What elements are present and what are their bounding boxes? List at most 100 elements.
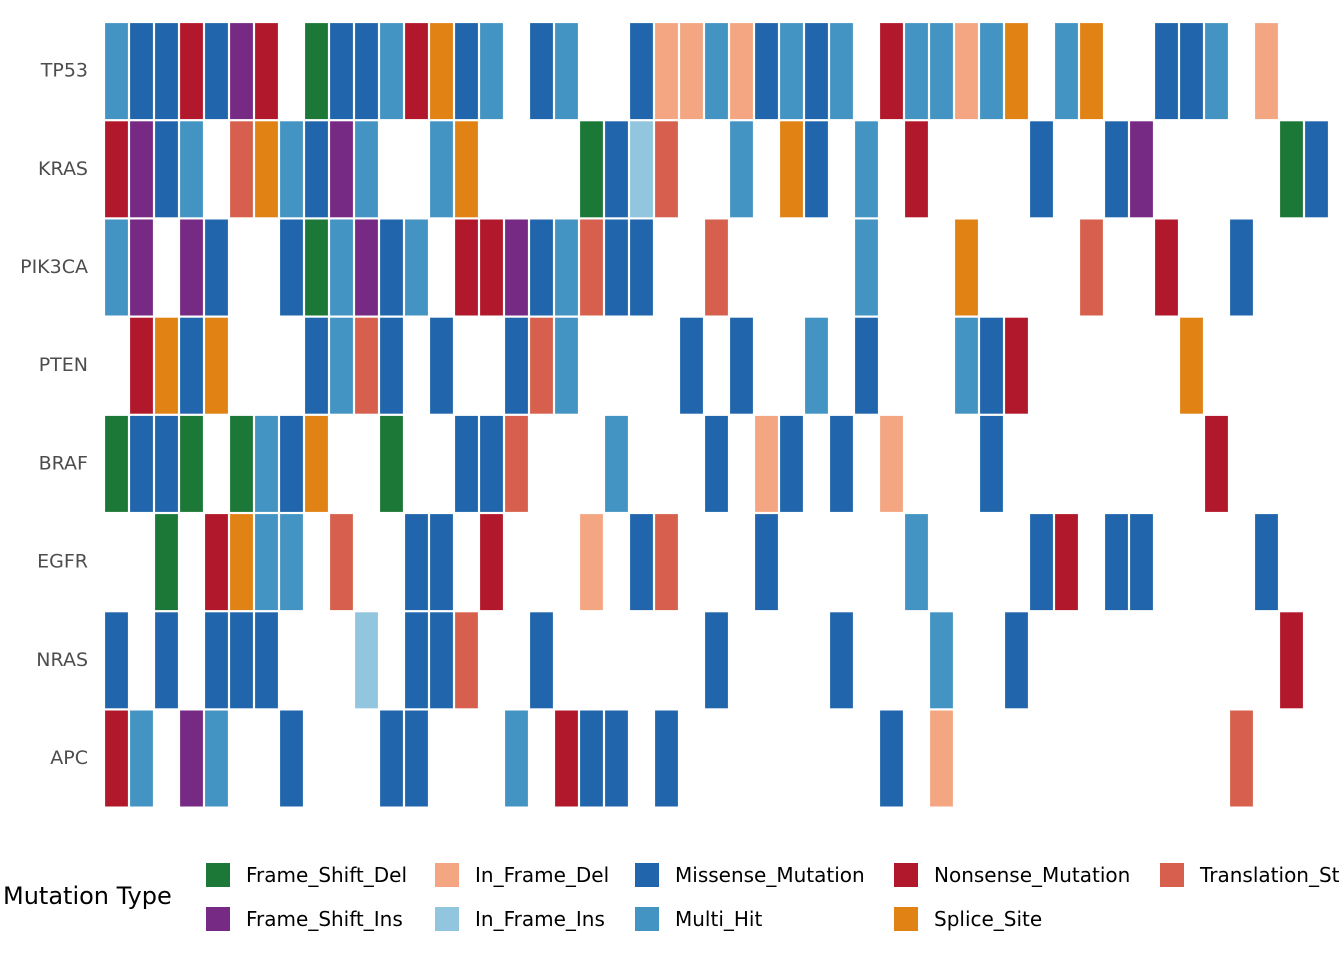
gene-label-tp53: TP53 [40,60,88,82]
mutation-cell-pik3ca-9 [305,219,328,316]
mutation-cell-apc-32 [880,710,903,807]
mutation-cell-nras-11 [355,612,378,709]
mutation-cell-braf-16 [480,415,503,512]
mutation-cell-kras-3 [155,121,178,218]
mutation-cell-braf-8 [280,415,303,512]
mutation-cell-egfr-16 [480,514,503,611]
mutation-cell-pik3ca-4 [180,219,203,316]
legend-item-in-frame-ins: In_Frame_Ins [435,907,605,931]
mutation-cell-pten-31 [855,317,878,414]
mutation-cell-apc-5 [205,710,228,807]
oncoplot-cells [105,23,1328,807]
mutation-cell-apc-46 [1230,710,1253,807]
gene-label-pik3ca: PIK3CA [20,256,88,278]
mutation-cell-tp53-44 [1180,23,1203,120]
mutation-cell-kras-48 [1280,121,1303,218]
mutation-cell-tp53-13 [405,23,428,120]
mutation-cell-egfr-23 [655,514,678,611]
mutation-cell-tp53-30 [830,23,853,120]
mutation-cell-pik3ca-31 [855,219,878,316]
mutation-cell-pik3ca-15 [455,219,478,316]
mutation-cell-pik3ca-19 [555,219,578,316]
mutation-cell-braf-6 [230,415,253,512]
legend-label: Translation_St [1200,863,1340,887]
mutation-cell-pten-9 [305,317,328,414]
legend-swatch [435,907,459,931]
mutation-cell-braf-2 [130,415,153,512]
legend-item-translation-start-site: Translation_St [1160,863,1340,887]
mutation-cell-kras-42 [1130,121,1153,218]
gene-label-braf: BRAF [39,452,88,474]
legend-swatch [635,907,659,931]
mutation-cell-nras-34 [930,612,953,709]
mutation-cell-tp53-33 [905,23,928,120]
mutation-cell-nras-48 [1280,612,1303,709]
legend: Mutation Type Frame_Shift_Del Frame_Shift… [0,850,1344,950]
mutation-cell-braf-17 [505,415,528,512]
mutation-cell-kras-7 [255,121,278,218]
mutation-cell-braf-32 [880,415,903,512]
mutation-cell-tp53-39 [1055,23,1078,120]
mutation-cell-kras-11 [355,121,378,218]
mutation-cell-nras-25 [705,612,728,709]
mutation-cell-tp53-23 [655,23,678,120]
gene-axis-labels: TP53 KRAS PIK3CA PTEN BRAF EGFR NRAS APC [20,60,88,769]
mutation-cell-pten-35 [955,317,978,414]
mutation-cell-egfr-6 [230,514,253,611]
mutation-cell-egfr-33 [905,514,928,611]
mutation-cell-tp53-19 [555,23,578,120]
mutation-cell-egfr-27 [755,514,778,611]
legend-item-missense-mutation: Missense_Mutation [635,863,865,887]
mutation-cell-tp53-45 [1205,23,1228,120]
mutation-cell-pten-5 [205,317,228,414]
mutation-cell-braf-12 [380,415,403,512]
mutation-cell-tp53-28 [780,23,803,120]
mutation-cell-nras-7 [255,612,278,709]
mutation-cell-apc-13 [405,710,428,807]
mutation-cell-nras-3 [155,612,178,709]
mutation-cell-kras-15 [455,121,478,218]
mutation-cell-pik3ca-17 [505,219,528,316]
legend-item-nonsense-mutation: Nonsense_Mutation [894,863,1130,887]
mutation-cell-pten-37 [1005,317,1028,414]
mutation-cell-tp53-7 [255,23,278,120]
mutation-cell-tp53-4 [180,23,203,120]
mutation-cell-nras-15 [455,612,478,709]
mutation-cell-pten-18 [530,317,553,414]
mutation-cell-tp53-22 [630,23,653,120]
mutation-cell-kras-23 [655,121,678,218]
gene-label-egfr: EGFR [37,551,88,573]
legend-swatch [206,907,230,931]
mutation-cell-pik3ca-12 [380,219,403,316]
mutation-cell-pten-19 [555,317,578,414]
mutation-cell-kras-2 [130,121,153,218]
mutation-cell-egfr-10 [330,514,353,611]
mutation-cell-apc-19 [555,710,578,807]
mutation-cell-nras-13 [405,612,428,709]
legend-label: Frame_Shift_Ins [246,907,403,931]
mutation-cell-kras-28 [780,121,803,218]
mutation-cell-nras-1 [105,612,128,709]
mutation-cell-tp53-36 [980,23,1003,120]
mutation-cell-pten-10 [330,317,353,414]
legend-swatch [435,863,459,887]
legend-swatch [1160,863,1184,887]
mutation-cell-kras-8 [280,121,303,218]
gene-label-apc: APC [50,747,88,769]
mutation-cell-braf-15 [455,415,478,512]
mutation-cell-pik3ca-20 [580,219,603,316]
mutation-cell-braf-28 [780,415,803,512]
legend-item-in-frame-del: In_Frame_Del [435,863,609,887]
mutation-cell-apc-1 [105,710,128,807]
mutation-cell-egfr-22 [630,514,653,611]
mutation-cell-tp53-11 [355,23,378,120]
mutation-cell-kras-31 [855,121,878,218]
legend-label: In_Frame_Del [475,863,610,887]
mutation-cell-tp53-24 [680,23,703,120]
mutation-cell-kras-9 [305,121,328,218]
mutation-cell-pik3ca-8 [280,219,303,316]
mutation-cell-kras-20 [580,121,603,218]
mutation-cell-tp53-25 [705,23,728,120]
mutation-cell-pik3ca-18 [530,219,553,316]
mutation-cell-braf-36 [980,415,1003,512]
